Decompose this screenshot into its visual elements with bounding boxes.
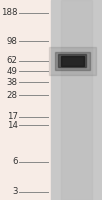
Bar <box>51 0 102 200</box>
Bar <box>58 54 86 67</box>
Bar <box>61 56 84 66</box>
Text: 188: 188 <box>1 8 18 17</box>
Text: 14: 14 <box>7 121 18 130</box>
Bar <box>61 0 92 200</box>
Text: 98: 98 <box>7 37 18 46</box>
Text: 62: 62 <box>7 56 18 65</box>
Bar <box>55 52 90 70</box>
Text: 6: 6 <box>12 157 18 166</box>
Text: 17: 17 <box>7 112 18 121</box>
Text: 49: 49 <box>7 67 18 76</box>
Bar <box>0 0 51 200</box>
Bar <box>49 47 96 75</box>
Text: 3: 3 <box>12 188 18 196</box>
Text: 28: 28 <box>7 91 18 100</box>
Text: 38: 38 <box>7 78 18 87</box>
